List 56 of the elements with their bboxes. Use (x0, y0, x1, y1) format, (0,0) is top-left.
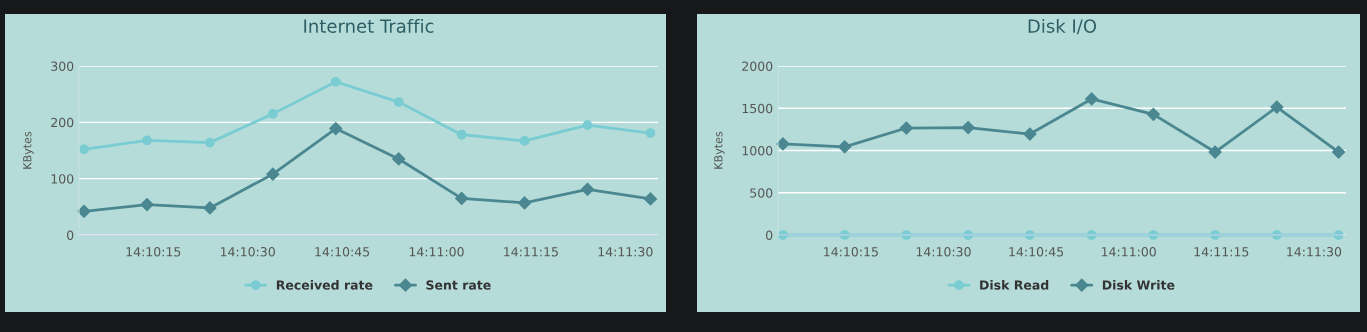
point (142, 135, 152, 146)
point (328, 121, 343, 136)
y-tick-label: 0 (766, 230, 773, 240)
point (837, 139, 852, 154)
legend-label: Sent rate (426, 280, 491, 290)
y-axis-title: KBytes (23, 131, 34, 169)
point (456, 129, 467, 140)
x-tick-label: 14:10:15 (126, 247, 181, 257)
point (519, 136, 530, 146)
chart-title: Disk I/O (1028, 18, 1097, 35)
legend-label: Disk Read (980, 280, 1049, 290)
x-tick-label: 14:10:30 (220, 247, 275, 257)
point (645, 128, 656, 138)
point (580, 182, 595, 197)
point (1084, 92, 1099, 106)
y-tick-label: 200 (51, 117, 74, 128)
y-axis-title: KBytes (714, 131, 725, 169)
point (77, 204, 91, 219)
legend-label: Disk Write (1102, 280, 1175, 290)
y-tick-label: 500 (750, 188, 773, 198)
point (203, 201, 217, 215)
point (961, 120, 976, 135)
point (140, 197, 154, 212)
chart-title: Internet Traffic (304, 18, 434, 33)
x-tick-label: 14:11:00 (1101, 247, 1156, 257)
y-tick-label: 2000 (742, 61, 773, 71)
y-tick-label: 100 (51, 174, 74, 184)
point (643, 192, 658, 206)
y-tick-label: 0 (67, 230, 74, 240)
x-tick-label: 14:11:30 (598, 247, 653, 257)
x-tick-label: 14:11:30 (1287, 247, 1342, 257)
point (899, 121, 914, 135)
point (205, 137, 215, 148)
point (517, 196, 532, 210)
x-tick-label: 14:10:45 (315, 247, 370, 257)
point (79, 144, 89, 155)
point (393, 97, 404, 107)
y-tick-label: 300 (51, 61, 74, 71)
y-tick-label: 1000 (742, 145, 773, 156)
point (1331, 145, 1346, 159)
x-tick-label: 14:11:15 (504, 247, 558, 257)
x-tick-label: 14:10:30 (916, 247, 971, 257)
y-tick-label: 1500 (742, 103, 773, 114)
point (391, 152, 406, 166)
x-tick-label: 14:10:45 (1009, 247, 1064, 257)
x-tick-label: 14:10:15 (824, 247, 878, 257)
point (1146, 107, 1161, 122)
point (454, 191, 469, 206)
point (267, 109, 278, 119)
x-tick-label: 14:11:00 (409, 247, 464, 257)
point (1269, 100, 1284, 114)
point (265, 167, 280, 182)
legend-label: Received rate (276, 280, 373, 290)
point (330, 76, 341, 87)
point (582, 120, 593, 131)
x-tick-label: 14:11:15 (1194, 247, 1249, 257)
